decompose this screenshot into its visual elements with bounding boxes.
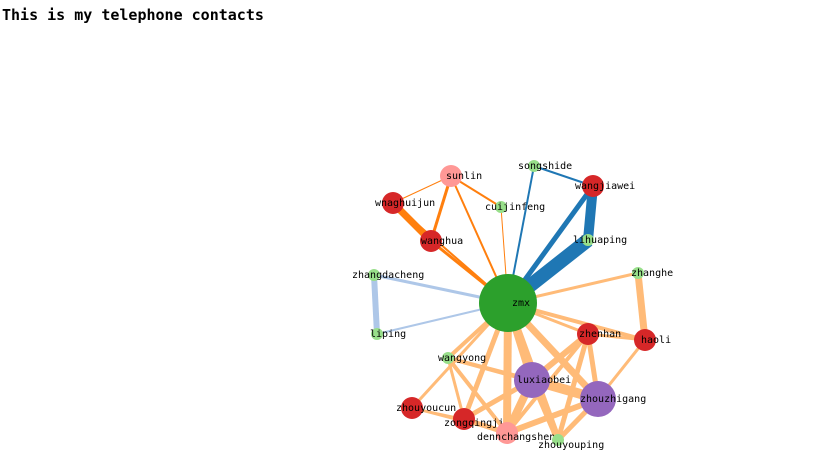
- node-label-zhanghe: zhanghe: [631, 268, 673, 279]
- link-zhanghe-haoli: [634, 272, 649, 341]
- node-label-cuijinfeng: cuijinfeng: [485, 202, 545, 213]
- node-circle-zhenhan[interactable]: [577, 323, 599, 345]
- node-label-songshide: songshide: [518, 161, 572, 172]
- node-label-zongqingjia: zongqingji…: [444, 418, 510, 429]
- node-label-haoli: haoli: [641, 335, 671, 346]
- node-dennchangsheng[interactable]: dennchangsheng: [477, 422, 561, 444]
- node-label-zhouyouping: zhouyouping: [538, 440, 604, 451]
- node-lihuaping[interactable]: lihuaping: [573, 234, 627, 246]
- node-label-zhouzhigang: zhouzhigang: [580, 394, 646, 405]
- node-circle-zhanghe[interactable]: [632, 267, 644, 279]
- node-label-luxiaobei: luxiaobei: [517, 375, 571, 386]
- node-circle-wangyong[interactable]: [442, 352, 454, 364]
- node-circle-haoli[interactable]: [634, 329, 656, 351]
- link-wangyong-dennchangsheng: [446, 356, 509, 435]
- node-circle-zhouyouping[interactable]: [552, 434, 564, 446]
- node-circle-wnaghuijun[interactable]: [382, 192, 404, 214]
- node-label-lihuaping: lihuaping: [573, 235, 627, 246]
- node-circle-dennchangsheng[interactable]: [496, 422, 518, 444]
- node-circle-songshide[interactable]: [528, 160, 540, 172]
- node-label-wangjiawei: wangjiawei: [575, 181, 635, 192]
- node-zhanghe[interactable]: zhanghe: [631, 267, 673, 279]
- node-label-zhangdacheng: zhangdacheng: [352, 270, 424, 281]
- node-cuijinfeng[interactable]: cuijinfeng: [485, 201, 545, 213]
- node-circle-lihuaping[interactable]: [582, 234, 594, 246]
- node-circle-liping[interactable]: [371, 328, 383, 340]
- node-label-wnaghuijun: wnaghuijun: [375, 198, 435, 209]
- node-zhouzhigang[interactable]: zhouzhigang: [580, 381, 646, 417]
- link-sunlin-wanghua: [429, 175, 453, 242]
- node-circle-sunlin[interactable]: [440, 165, 462, 187]
- node-label-wanghua: wanghua: [421, 236, 463, 247]
- node-label-liping: liping: [370, 329, 406, 340]
- node-label-zhouyoucun: zhouyoucun: [396, 403, 456, 414]
- node-wanghua[interactable]: wanghua: [420, 230, 463, 252]
- node-circle-zhouzhigang[interactable]: [580, 381, 616, 417]
- link-zhangdacheng-liping: [371, 274, 380, 335]
- node-wangyong[interactable]: wangyong: [438, 352, 486, 364]
- node-zhenhan[interactable]: zhenhan: [577, 323, 621, 345]
- node-liping[interactable]: liping: [370, 328, 406, 340]
- node-circle-zongqingjia[interactable]: [453, 408, 475, 430]
- node-songshide[interactable]: songshide: [518, 160, 572, 172]
- node-label-zhenhan: zhenhan: [579, 329, 621, 340]
- node-zhouyouping[interactable]: zhouyouping: [538, 434, 604, 451]
- node-circle-luxiaobei[interactable]: [514, 362, 550, 398]
- node-luxiaobei[interactable]: luxiaobei: [514, 362, 571, 398]
- node-circle-zmx[interactable]: [479, 274, 537, 332]
- node-label-sunlin: sunlin: [446, 171, 482, 182]
- node-circle-wanghua[interactable]: [420, 230, 442, 252]
- node-wangjiawei[interactable]: wangjiawei: [575, 175, 635, 197]
- node-circle-cuijinfeng[interactable]: [495, 201, 507, 213]
- node-label-dennchangsheng: dennchangsheng: [477, 432, 561, 443]
- node-zhouyoucun[interactable]: zhouyoucun: [396, 397, 456, 419]
- node-haoli[interactable]: haoli: [634, 329, 671, 351]
- node-circle-wangjiawei[interactable]: [582, 175, 604, 197]
- node-zmx[interactable]: zmx: [479, 274, 537, 332]
- node-wnaghuijun[interactable]: wnaghuijun: [375, 192, 435, 214]
- node-zhangdacheng[interactable]: zhangdacheng: [352, 269, 424, 281]
- page-title: This is my telephone contacts: [2, 6, 264, 24]
- node-circle-zhangdacheng[interactable]: [368, 269, 380, 281]
- node-sunlin[interactable]: sunlin: [440, 165, 482, 187]
- node-circle-zhouyoucun[interactable]: [401, 397, 423, 419]
- node-zongqingjia[interactable]: zongqingji…: [444, 408, 510, 430]
- node-label-zmx: zmx: [512, 298, 530, 309]
- node-label-wangyong: wangyong: [438, 353, 486, 364]
